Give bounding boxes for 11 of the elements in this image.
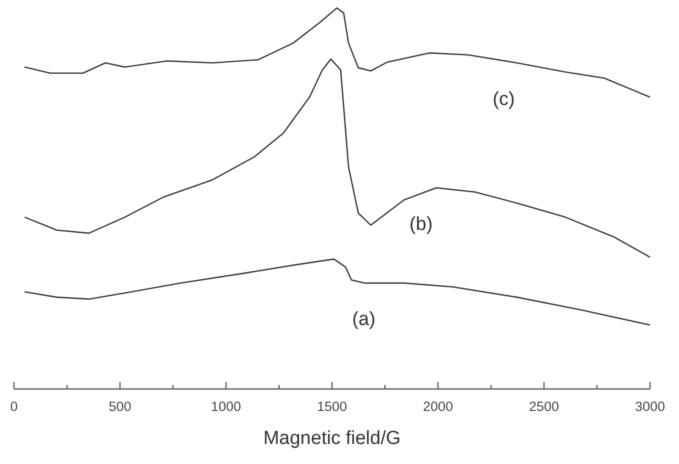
x-tick-label: 0	[10, 399, 18, 414]
x-tick-label: 2500	[528, 399, 560, 414]
x-tick-label: 1000	[210, 399, 242, 414]
x-tick-label: 1500	[316, 399, 348, 414]
x-tick-label: 500	[108, 399, 132, 414]
series-label: (b)	[409, 214, 433, 235]
series-label: (c)	[492, 88, 515, 110]
x-tick-label: 2000	[422, 399, 454, 414]
x-tick-label: 3000	[634, 399, 666, 414]
x-axis-title: Magnetic field/G	[263, 428, 401, 449]
series-label: (a)	[352, 309, 376, 330]
